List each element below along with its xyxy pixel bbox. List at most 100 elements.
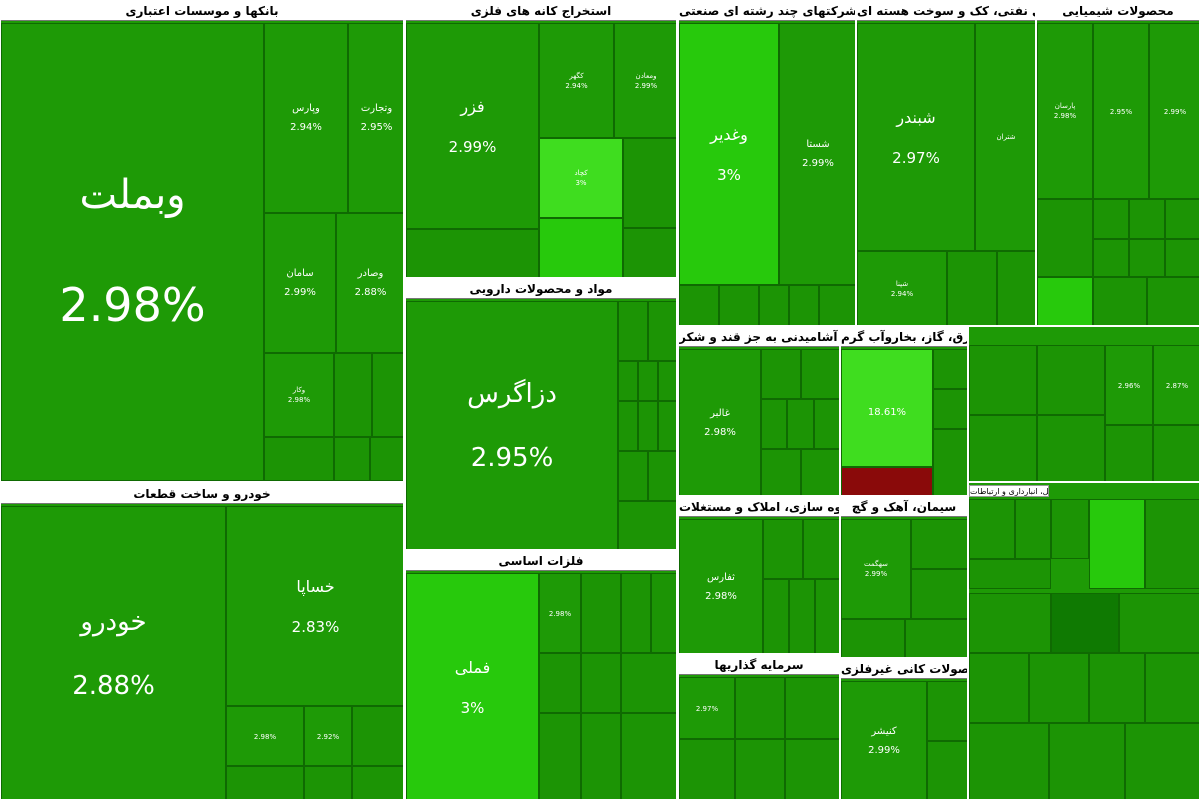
tile-small[interactable] [658, 361, 676, 401]
tile-vparsian[interactable]: وپارس 2.94% [264, 23, 348, 213]
tile-shetran[interactable]: شتران [975, 23, 1035, 251]
tile-small[interactable] [1165, 199, 1199, 239]
tile-small[interactable] [679, 739, 735, 799]
tile-small[interactable] [1145, 653, 1199, 723]
tile-small[interactable] [352, 766, 403, 799]
tile-small[interactable] [618, 401, 638, 451]
tile-small[interactable] [1037, 277, 1093, 325]
tile-small[interactable] [969, 593, 1051, 653]
tile-small[interactable] [803, 519, 839, 579]
tile-femli[interactable]: فملی 3% [406, 573, 539, 799]
tile-small[interactable] [539, 218, 623, 277]
tile-vkar[interactable]: وکار 2.98% [264, 353, 334, 437]
tile-ghalbor[interactable]: غالبر 2.98% [679, 349, 761, 495]
tile-small[interactable]: 2.92% [304, 706, 352, 766]
tile-small[interactable] [352, 706, 403, 766]
tile-small[interactable] [623, 138, 676, 228]
tile-small[interactable] [618, 361, 638, 401]
tile-small[interactable] [969, 345, 1037, 415]
tile-dalgaras[interactable]: دزاگرس 2.95% [406, 301, 618, 549]
tile-small[interactable] [789, 579, 815, 653]
tile-small[interactable] [947, 251, 997, 325]
tile-small[interactable] [1145, 499, 1199, 589]
tile-vamaadan[interactable]: ومعادن 2.99% [614, 23, 676, 138]
tile-small[interactable] [789, 285, 819, 325]
tile-small[interactable] [539, 653, 581, 713]
tile-small[interactable] [1119, 593, 1199, 653]
tile-small[interactable] [334, 437, 370, 481]
tile-khodro[interactable]: خودرو 2.88% [1, 506, 226, 799]
tile-small[interactable] [1093, 277, 1147, 325]
tile-small[interactable] [1051, 499, 1089, 559]
tile-small[interactable] [1037, 345, 1105, 415]
tile-small[interactable] [735, 739, 785, 799]
tile-small[interactable] [763, 579, 789, 653]
tile-small[interactable] [264, 437, 334, 481]
tile-tharas[interactable]: ثفارس 2.98% [679, 519, 763, 653]
tile-small[interactable] [618, 451, 648, 501]
tile-small[interactable] [618, 301, 648, 361]
tile-small[interactable] [1029, 653, 1089, 723]
tile-small[interactable] [651, 573, 676, 653]
tile-small[interactable] [905, 619, 967, 657]
tile-parsan[interactable]: پارسان 2.98% [1037, 23, 1093, 199]
tile-small[interactable] [1165, 239, 1199, 277]
tile-small[interactable] [1015, 499, 1051, 559]
tile-small[interactable]: 2.97% [679, 677, 735, 739]
tile-small[interactable] [933, 349, 967, 389]
tile-small[interactable] [623, 228, 676, 277]
tile-small[interactable] [370, 437, 403, 481]
tile-small[interactable] [719, 285, 759, 325]
tile-small[interactable] [621, 713, 676, 799]
tile-small[interactable] [763, 519, 803, 579]
tile-red[interactable] [841, 467, 933, 495]
tile-small[interactable] [581, 573, 621, 653]
tile-kchad[interactable]: کچاد 3% [539, 138, 623, 218]
tile-small[interactable]: 2.99% [1149, 23, 1199, 199]
tile-small[interactable]: 2.98% [226, 706, 304, 766]
tile-small[interactable] [933, 389, 967, 429]
tile-small[interactable] [761, 449, 801, 495]
tile-sehgmat[interactable]: سهگمت 2.99% [841, 519, 911, 619]
tile-small[interactable] [785, 677, 839, 739]
tile-small[interactable] [372, 353, 403, 437]
tile-small[interactable] [1049, 723, 1125, 799]
tile-shepna[interactable]: شپنا 2.94% [857, 251, 947, 325]
tile-small[interactable] [761, 349, 801, 399]
tile-small[interactable] [1105, 425, 1153, 481]
tile-small[interactable] [785, 739, 839, 799]
tile-small[interactable] [933, 429, 967, 495]
tile-small[interactable] [1147, 277, 1199, 325]
tile-small[interactable]: 2.98% [539, 573, 581, 653]
tile-small[interactable] [969, 723, 1049, 799]
tile-small[interactable] [927, 681, 967, 741]
tile-small[interactable] [761, 399, 787, 449]
tile-small[interactable] [581, 653, 621, 713]
tile-small[interactable] [1125, 723, 1199, 799]
tile-saman[interactable]: سامان 2.99% [264, 213, 336, 353]
tile-small[interactable] [969, 653, 1029, 723]
tile-small[interactable] [814, 399, 839, 449]
tile-highlight[interactable]: 18.61% [841, 349, 933, 467]
tile-small[interactable] [997, 251, 1035, 325]
tile-small[interactable] [819, 285, 855, 325]
tile-small[interactable] [226, 766, 304, 799]
tile-small[interactable] [679, 285, 719, 325]
tile-small[interactable] [1037, 415, 1105, 481]
tile-vsaderat[interactable]: وصادر 2.88% [336, 213, 403, 353]
tile-small[interactable] [815, 579, 839, 653]
tile-small[interactable] [334, 353, 372, 437]
tile-small[interactable] [539, 713, 581, 799]
tile-small[interactable] [1153, 425, 1199, 481]
tile-small[interactable] [648, 451, 676, 501]
tile-small[interactable] [621, 653, 676, 713]
tile-shebandar[interactable]: شبندر 2.97% [857, 23, 975, 251]
tile-small[interactable] [406, 229, 539, 277]
tile-small[interactable] [969, 499, 1015, 559]
tile-small[interactable] [638, 401, 658, 451]
tile-small[interactable] [1129, 239, 1165, 277]
tile-small[interactable] [969, 415, 1037, 481]
tile-khsapa[interactable]: خساپا 2.83% [226, 506, 403, 706]
tile-kgohar[interactable]: کگهر 2.94% [539, 23, 614, 138]
tile-small[interactable] [911, 519, 967, 569]
